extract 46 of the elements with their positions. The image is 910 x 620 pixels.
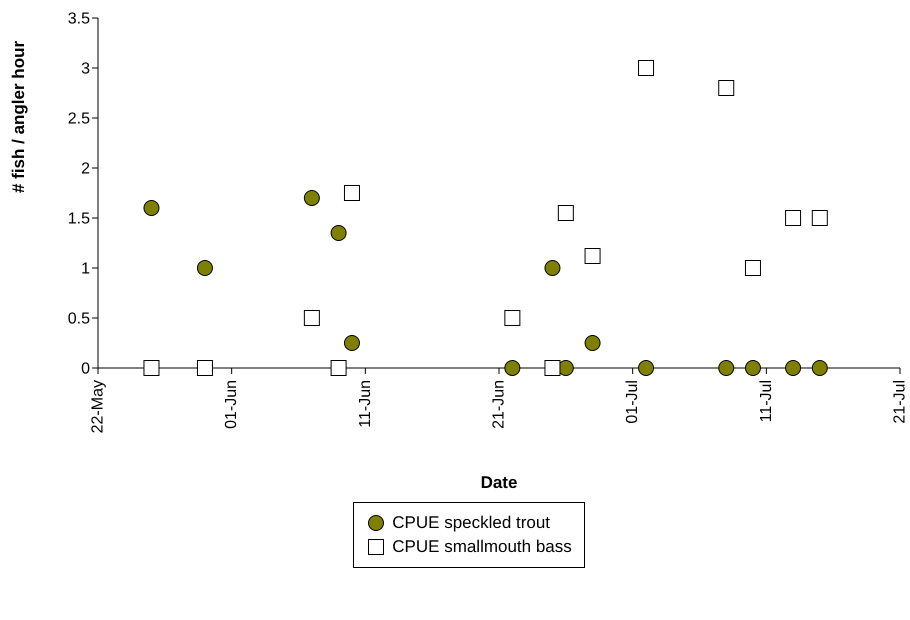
y-tick-label: 2 <box>81 160 90 178</box>
y-axis-title: # fish / angler hour <box>9 40 28 193</box>
point <box>638 60 654 76</box>
point <box>718 360 734 376</box>
point <box>344 335 360 351</box>
x-tick-label: 11-Jun <box>356 380 374 428</box>
y-tick-label: 1.5 <box>68 210 90 228</box>
point <box>785 210 802 226</box>
point <box>812 210 828 226</box>
y-tick-label: 3 <box>81 60 90 78</box>
y-tick-label: 3.5 <box>68 10 90 28</box>
x-tick-label: 01-Jul <box>624 380 642 424</box>
x-tick-label: 21-Jul <box>892 380 908 424</box>
point <box>504 310 520 326</box>
point <box>584 248 601 264</box>
point <box>785 360 802 376</box>
point <box>330 360 347 376</box>
x-tick-label: 21-Jun <box>490 380 508 429</box>
point <box>584 335 601 351</box>
legend-label: CPUE smallmouth bass <box>392 537 572 557</box>
x-tick-label: 22-May <box>90 380 106 434</box>
point <box>344 185 360 201</box>
point <box>744 260 761 276</box>
point <box>718 80 734 96</box>
point <box>812 360 828 376</box>
point <box>143 360 160 376</box>
x-tick-label: 01-Jun <box>223 380 240 429</box>
point <box>304 310 320 326</box>
point <box>504 360 520 376</box>
point <box>638 360 654 376</box>
y-tick-label: 0 <box>81 360 90 378</box>
x-axis-title: Date <box>480 473 518 492</box>
point <box>196 260 213 276</box>
y-tick-label: 1 <box>81 260 90 278</box>
y-tick-label: 2.5 <box>68 110 90 128</box>
point <box>544 260 560 276</box>
y-tick-label: 0.5 <box>68 310 90 328</box>
point <box>143 200 160 216</box>
legend-label: CPUE speckled trout <box>392 513 550 533</box>
point <box>304 190 320 206</box>
point <box>558 205 574 221</box>
point <box>744 360 761 376</box>
point <box>330 225 347 241</box>
point <box>196 360 213 376</box>
point <box>544 360 560 376</box>
x-tick-label: 11-Jul <box>758 380 775 422</box>
